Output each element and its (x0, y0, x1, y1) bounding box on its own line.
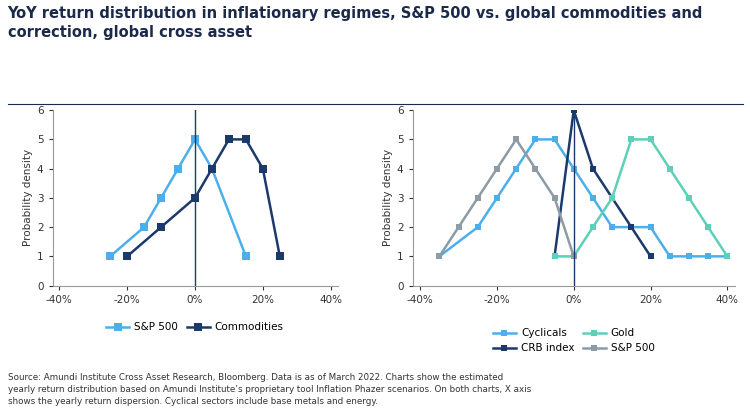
Text: Source: Amundi Institute Cross Asset Research, Bloomberg. Data is as of March 20: Source: Amundi Institute Cross Asset Res… (8, 373, 531, 406)
Legend: S&P 500, Commodities: S&P 500, Commodities (102, 318, 288, 337)
Legend: Cyclicals, CRB index, Gold, S&P 500: Cyclicals, CRB index, Gold, S&P 500 (488, 324, 659, 357)
Y-axis label: Probability density: Probability density (22, 149, 33, 246)
Y-axis label: Probability density: Probability density (382, 149, 393, 246)
Text: YoY return distribution in inflationary regimes, S&P 500 vs. global commodities : YoY return distribution in inflationary … (8, 6, 703, 40)
